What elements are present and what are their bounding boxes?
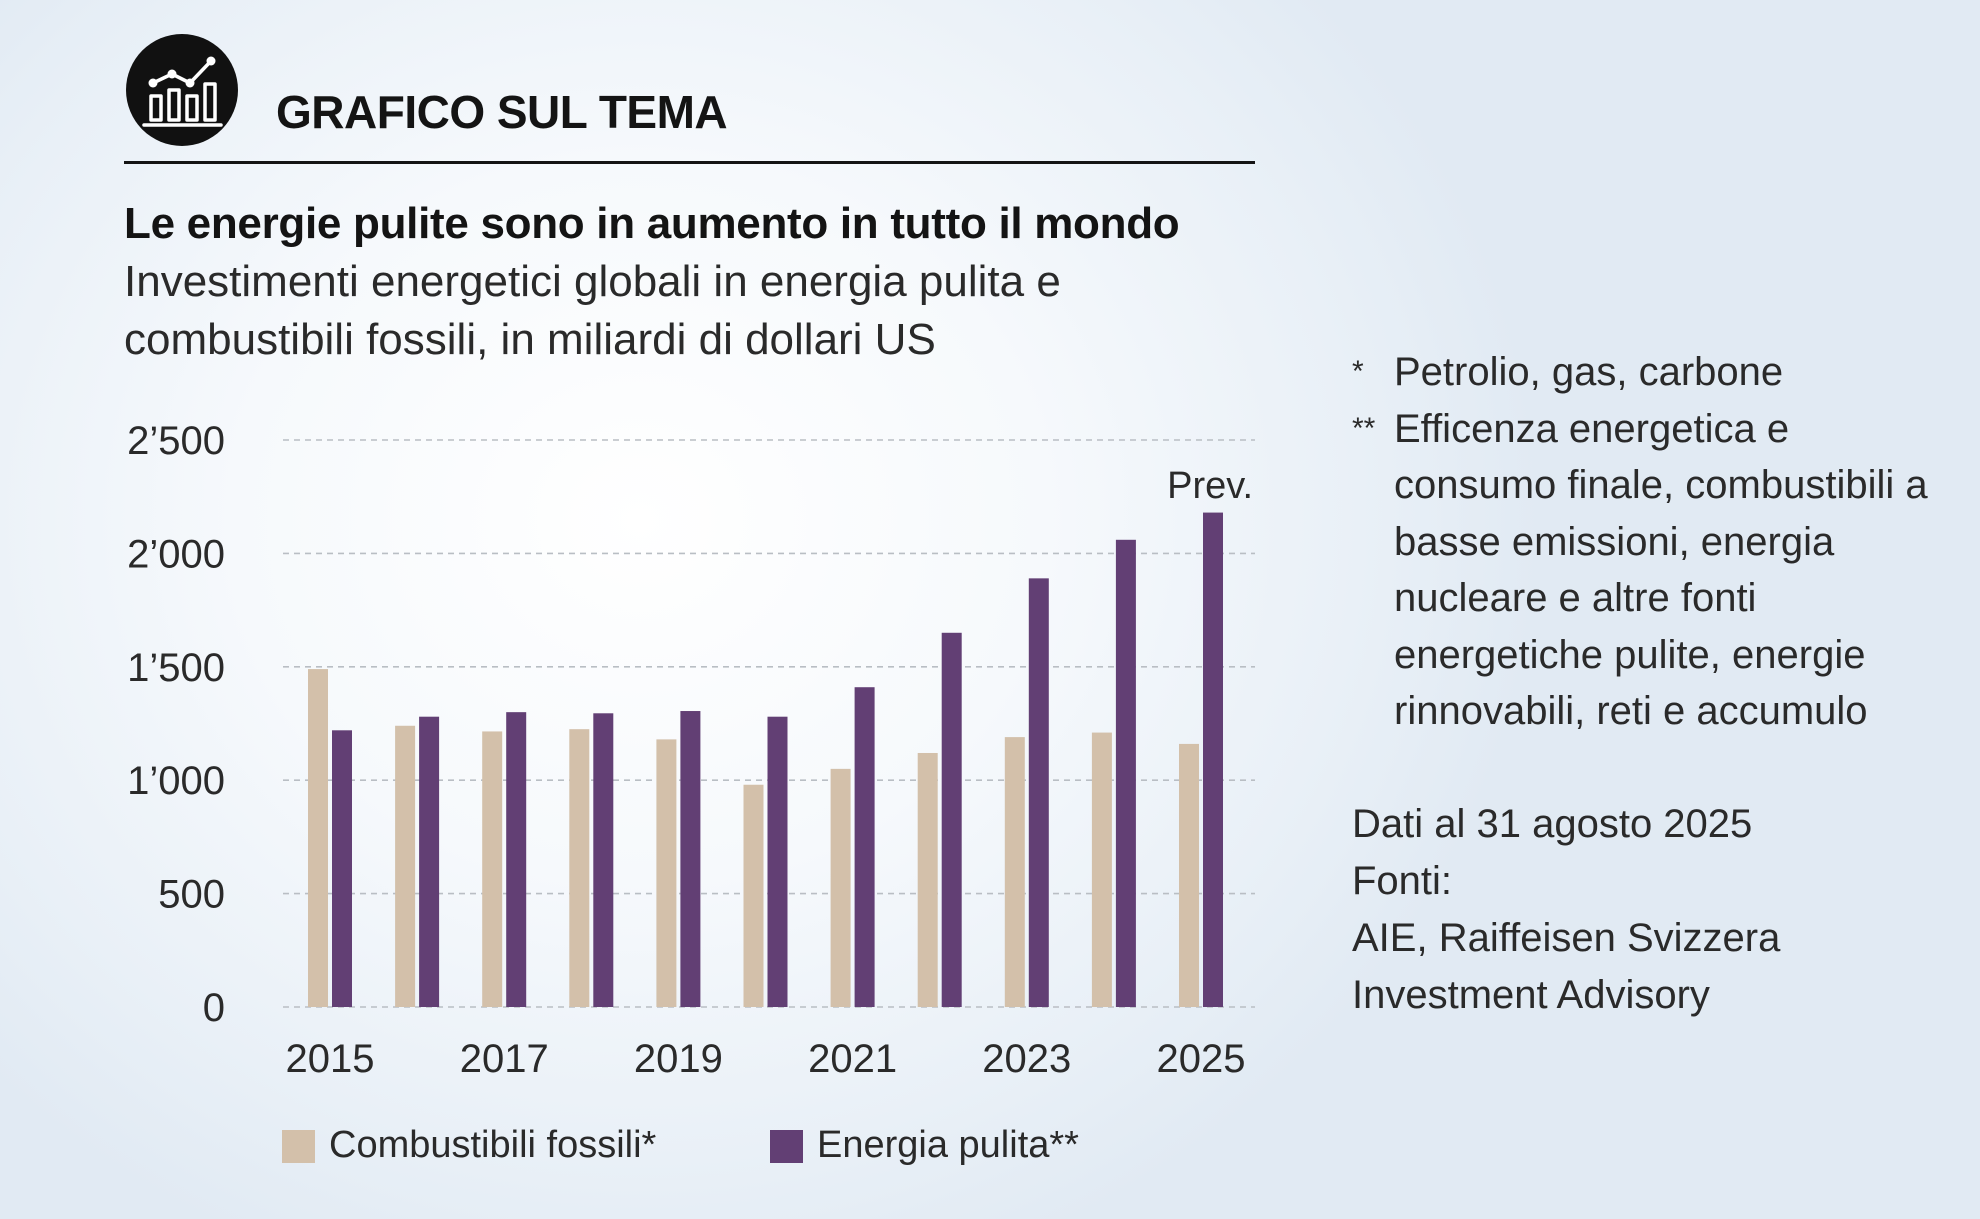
legend-label-fossil: Combustibili fossili*	[329, 1124, 657, 1166]
bar-clean	[593, 713, 614, 1007]
y-tick-label: 1’000	[127, 759, 225, 803]
legend-swatch-fossil	[282, 1130, 315, 1163]
legend-label-clean: Energia pulita**	[817, 1124, 1079, 1166]
footnote-marker: *	[1352, 355, 1364, 388]
bar-clean	[941, 632, 962, 1007]
forecast-annotation: Prev.	[1167, 465, 1253, 507]
y-tick-label: 1’500	[127, 646, 225, 690]
x-tick-label: 2015	[286, 1037, 375, 1081]
y-tick-label: 500	[158, 873, 225, 917]
chart-subtitle: Investimenti energetici globali in energ…	[124, 257, 1061, 364]
bar-clean	[1203, 512, 1223, 1007]
bar-fossil	[1091, 732, 1112, 1007]
sources-line-2: Investment Advisory	[1352, 973, 1710, 1017]
y-tick-label: 2’500	[127, 419, 225, 463]
bar-clean	[767, 716, 788, 1007]
bar-fossil	[569, 729, 590, 1007]
bar-clean	[1115, 539, 1136, 1007]
source-info: Dati al 31 agosto 2025 Fonti: AIE, Raiff…	[1352, 796, 1952, 1024]
sources-label: Fonti:	[1352, 859, 1453, 903]
x-tick-label: 2025	[1157, 1037, 1246, 1081]
x-tick-label: 2019	[634, 1037, 723, 1081]
x-tick-label: 2017	[460, 1037, 549, 1081]
bar-fossil	[308, 669, 328, 1007]
y-tick-label: 2’000	[127, 532, 225, 576]
bar-fossil	[743, 784, 764, 1007]
header-divider	[124, 161, 1255, 164]
bar-clean	[506, 712, 527, 1007]
footnote-fossil: * Petrolio, gas, carbone	[1352, 344, 1952, 401]
header-title: GRAFICO SUL TEMA	[276, 86, 728, 138]
footnote-text: Efficenza energetica e consumo finale, c…	[1394, 406, 1928, 734]
bar-clean	[419, 716, 440, 1007]
bar-clean	[680, 711, 701, 1007]
footnote-text: Petrolio, gas, carbone	[1394, 350, 1784, 394]
bar-fossil	[830, 768, 851, 1007]
bar-fossil	[395, 725, 416, 1007]
sources-line-1: AIE, Raiffeisen Svizzera	[1352, 916, 1781, 960]
bar-clean	[332, 730, 352, 1007]
y-tick-label: 0	[203, 986, 225, 1030]
bar-fossil	[656, 739, 677, 1007]
bar-clean	[1028, 578, 1049, 1007]
data-date: Dati al 31 agosto 2025	[1352, 802, 1753, 846]
bar-fossil	[1179, 743, 1199, 1007]
x-tick-label: 2023	[982, 1037, 1071, 1081]
footnote-clean: ** Efficenza energetica e consumo finale…	[1352, 401, 1952, 740]
bar-fossil	[917, 752, 938, 1007]
bar-fossil	[1004, 737, 1025, 1007]
legend-swatch-clean	[770, 1130, 803, 1163]
chart-title: Le energie pulite sono in aumento in tut…	[124, 199, 1180, 248]
footnotes: * Petrolio, gas, carbone ** Efficenza en…	[1352, 344, 1952, 740]
bar-clean	[854, 687, 875, 1007]
bar-chart-icon	[126, 34, 238, 146]
footnote-marker: **	[1352, 411, 1376, 445]
bar-fossil	[482, 731, 503, 1007]
x-tick-label: 2021	[808, 1037, 897, 1081]
